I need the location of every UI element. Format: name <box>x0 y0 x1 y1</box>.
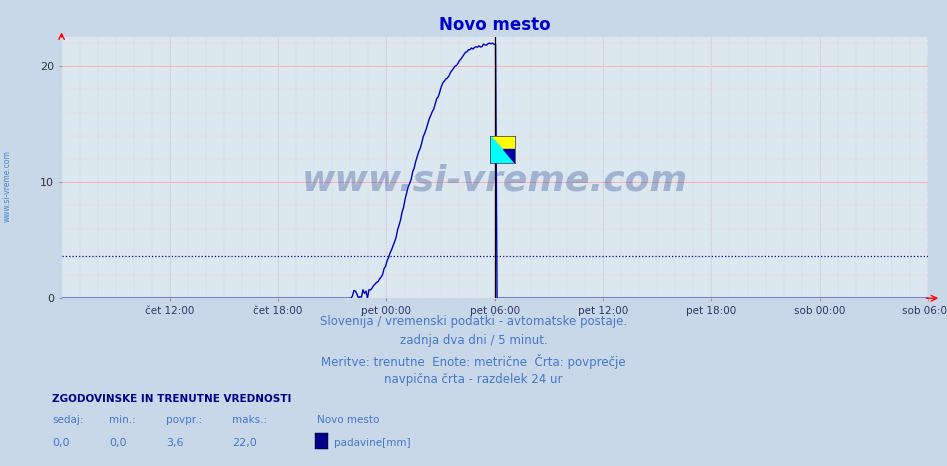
Polygon shape <box>491 137 515 163</box>
Text: zadnja dva dni / 5 minut.: zadnja dva dni / 5 minut. <box>400 334 547 347</box>
Text: www.si-vreme.com: www.si-vreme.com <box>3 151 12 222</box>
Polygon shape <box>503 150 515 163</box>
Text: padavine[mm]: padavine[mm] <box>334 438 411 448</box>
Text: navpična črta - razdelek 24 ur: navpična črta - razdelek 24 ur <box>384 373 563 386</box>
Text: Meritve: trenutne  Enote: metrične  Črta: povprečje: Meritve: trenutne Enote: metrične Črta: … <box>321 354 626 369</box>
Text: 22,0: 22,0 <box>232 438 257 448</box>
Text: www.si-vreme.com: www.si-vreme.com <box>302 164 688 198</box>
Text: Slovenija / vremenski podatki - avtomatske postaje.: Slovenija / vremenski podatki - avtomats… <box>320 315 627 328</box>
Text: sedaj:: sedaj: <box>52 415 83 425</box>
Title: Novo mesto: Novo mesto <box>439 16 550 34</box>
Text: 3,6: 3,6 <box>166 438 183 448</box>
Text: Novo mesto: Novo mesto <box>317 415 380 425</box>
Text: 0,0: 0,0 <box>109 438 126 448</box>
Text: povpr.:: povpr.: <box>166 415 202 425</box>
Text: ZGODOVINSKE IN TRENUTNE VREDNOSTI: ZGODOVINSKE IN TRENUTNE VREDNOSTI <box>52 394 292 404</box>
Text: 0,0: 0,0 <box>52 438 69 448</box>
Text: maks.:: maks.: <box>232 415 267 425</box>
Text: min.:: min.: <box>109 415 135 425</box>
